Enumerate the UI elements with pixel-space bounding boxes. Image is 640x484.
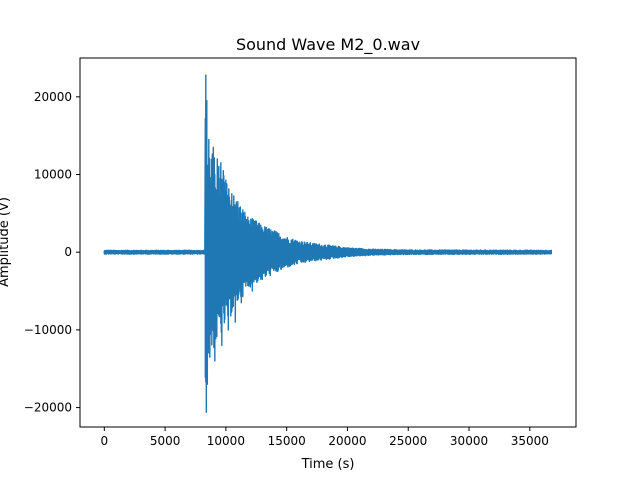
x-tick-label: 35000 <box>511 434 549 448</box>
plot-frame <box>79 57 577 428</box>
x-axis-label: Time (s) <box>301 457 355 472</box>
x-tick-label: 30000 <box>450 434 488 448</box>
chart-title: Sound Wave M2_0.wav <box>236 35 420 55</box>
waveform-series-line <box>103 74 553 413</box>
y-axis: −20000 −10000 0 10000 20000 <box>24 90 80 415</box>
y-axis-label: Amplitude (V) <box>0 197 12 287</box>
x-tick-label: 15000 <box>268 434 306 448</box>
x-axis: 0 5000 10000 15000 20000 25000 30000 35000 <box>100 427 549 448</box>
x-tick-label: 20000 <box>328 434 366 448</box>
y-tick-label: −10000 <box>24 323 72 337</box>
x-tick-label: 5000 <box>150 434 181 448</box>
plot-layer <box>103 74 553 413</box>
y-tick-label: 0 <box>64 245 72 259</box>
x-tick-label: 0 <box>100 434 108 448</box>
x-tick-label: 10000 <box>207 434 245 448</box>
x-tick-label: 25000 <box>389 434 427 448</box>
y-tick-label: 20000 <box>34 90 72 104</box>
y-tick-label: 10000 <box>34 168 72 182</box>
y-tick-label: −20000 <box>24 401 72 415</box>
